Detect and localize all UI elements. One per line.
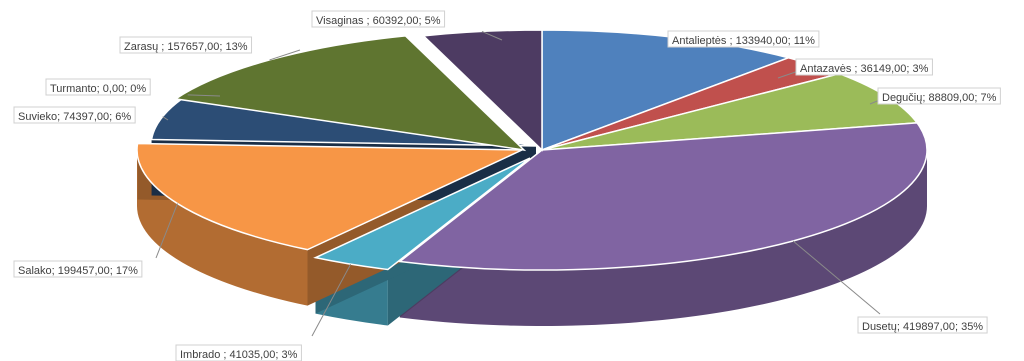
label-box-turmanto — [45, 78, 151, 96]
slice-wall-salako — [137, 150, 308, 306]
slice-salako — [136, 142, 523, 251]
leader-line-imbrado — [311, 263, 352, 337]
data-labels: Antalieptės ; 133940,00; 11% Antazavės ; … — [13, 10, 1001, 361]
leader-line-zarasų — [269, 49, 301, 61]
data-label-dusetų: Dusetų; 419897,00; 35% — [862, 321, 983, 333]
pie-top-faces — [136, 29, 928, 271]
leader-line-salako — [155, 203, 178, 259]
data-label-antalieptės: Antalieptės ; 133940,00; 11% — [672, 35, 815, 47]
label-box-antalieptės — [667, 30, 820, 48]
data-label-antazavės: Antazavės ; 36149,00; 3% — [800, 63, 929, 75]
label-box-salako — [13, 260, 143, 278]
leader-line-turmanto — [187, 94, 221, 97]
slice-wall-dusetų — [399, 150, 927, 326]
label-box-visaginas — [311, 10, 446, 28]
slice-visaginas — [421, 29, 543, 152]
data-label-zarasų: Zarasų ; 157657,00; 13% — [124, 41, 248, 53]
label-box-imbrado — [175, 344, 302, 361]
data-label-turmanto: Turmanto; 0,00; 0% — [50, 83, 146, 95]
label-box-zarasų — [119, 36, 253, 54]
data-label-degučių: Degučių; 88809,00; 7% — [882, 92, 997, 104]
label-box-degučių — [877, 87, 1001, 105]
label-box-antazavės — [795, 58, 933, 76]
data-label-visaginas: Visaginas ; 60392,00; 5% — [316, 15, 441, 27]
data-label-salako: Salako; 199457,00; 17% — [18, 265, 138, 277]
leader-line-dusetų — [792, 240, 881, 315]
label-box-dusetų — [857, 316, 988, 334]
slice-zarasų — [173, 35, 527, 152]
data-label-suvieko: Suvieko; 74397,00; 6% — [18, 111, 131, 123]
data-label-imbrado: Imbrado ; 41035,00; 3% — [180, 349, 298, 361]
leader-line-suvieko — [162, 116, 169, 121]
label-box-suvieko — [13, 106, 136, 124]
leader-line-visaginas — [481, 31, 503, 41]
